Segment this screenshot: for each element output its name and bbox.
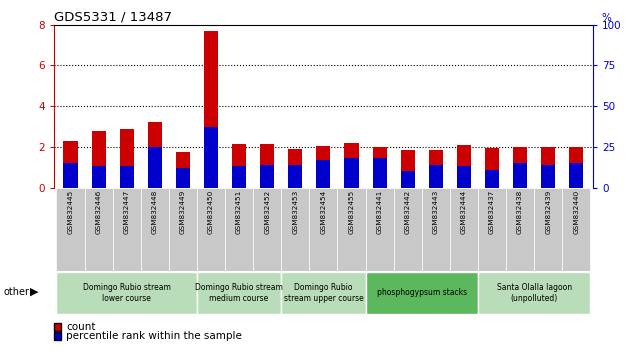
Bar bbox=[422, 188, 450, 271]
Text: Domingo Rubio stream
lower course: Domingo Rubio stream lower course bbox=[83, 283, 170, 303]
Bar bbox=[450, 188, 478, 271]
Text: count: count bbox=[66, 322, 96, 332]
Bar bbox=[513, 163, 527, 188]
Bar bbox=[513, 147, 527, 188]
Bar bbox=[120, 166, 134, 188]
Bar bbox=[85, 188, 113, 271]
Bar bbox=[345, 143, 358, 188]
Bar bbox=[478, 188, 506, 271]
Text: GSM832447: GSM832447 bbox=[124, 190, 130, 234]
Bar bbox=[394, 188, 422, 271]
Bar bbox=[253, 188, 281, 271]
Bar bbox=[232, 144, 246, 188]
Text: %: % bbox=[601, 13, 611, 23]
Bar bbox=[485, 170, 499, 188]
Bar bbox=[428, 165, 443, 188]
Bar bbox=[113, 188, 141, 271]
Bar bbox=[457, 145, 471, 188]
Bar bbox=[345, 158, 358, 188]
Text: GSM832454: GSM832454 bbox=[321, 190, 326, 234]
Bar bbox=[197, 188, 225, 271]
Text: GSM832445: GSM832445 bbox=[68, 190, 73, 234]
Bar bbox=[232, 166, 246, 188]
Bar bbox=[141, 188, 169, 271]
Bar bbox=[91, 166, 105, 188]
Bar bbox=[534, 188, 562, 271]
Text: percentile rank within the sample: percentile rank within the sample bbox=[66, 331, 242, 341]
Bar bbox=[485, 148, 499, 188]
Text: Domingo Rubio
stream upper course: Domingo Rubio stream upper course bbox=[283, 283, 363, 303]
Text: other: other bbox=[3, 287, 29, 297]
Bar bbox=[148, 147, 162, 188]
Bar bbox=[204, 31, 218, 188]
Text: GSM832452: GSM832452 bbox=[264, 190, 270, 234]
Bar bbox=[428, 150, 443, 188]
Bar bbox=[169, 188, 197, 271]
Text: phosphogypsum stacks: phosphogypsum stacks bbox=[377, 289, 467, 297]
Text: GSM832451: GSM832451 bbox=[236, 190, 242, 234]
Text: GSM832444: GSM832444 bbox=[461, 190, 467, 234]
Bar bbox=[316, 146, 331, 188]
Bar bbox=[316, 160, 331, 188]
Bar bbox=[148, 122, 162, 188]
Bar bbox=[401, 150, 415, 188]
Bar bbox=[176, 168, 190, 188]
Bar bbox=[288, 149, 302, 188]
Text: GSM832438: GSM832438 bbox=[517, 190, 523, 234]
Bar bbox=[120, 129, 134, 188]
Text: GSM832446: GSM832446 bbox=[95, 190, 102, 234]
Bar bbox=[64, 141, 78, 188]
Text: Santa Olalla lagoon
(unpolluted): Santa Olalla lagoon (unpolluted) bbox=[497, 283, 572, 303]
Text: GDS5331 / 13487: GDS5331 / 13487 bbox=[54, 11, 172, 24]
Bar bbox=[56, 188, 85, 271]
Bar bbox=[260, 165, 274, 188]
Bar bbox=[569, 147, 583, 188]
Bar bbox=[541, 147, 555, 188]
Bar bbox=[562, 188, 591, 271]
Bar bbox=[281, 188, 309, 271]
Bar bbox=[506, 188, 534, 271]
Bar bbox=[372, 147, 387, 188]
Bar bbox=[260, 144, 274, 188]
Bar bbox=[64, 163, 78, 188]
Text: GSM832441: GSM832441 bbox=[377, 190, 382, 234]
Bar bbox=[288, 165, 302, 188]
Text: Domingo Rubio stream
medium course: Domingo Rubio stream medium course bbox=[195, 283, 283, 303]
Bar bbox=[569, 163, 583, 188]
Text: GSM832448: GSM832448 bbox=[152, 190, 158, 234]
Bar bbox=[457, 166, 471, 188]
Bar bbox=[478, 272, 591, 314]
Text: GSM832442: GSM832442 bbox=[404, 190, 411, 234]
Text: GSM832439: GSM832439 bbox=[545, 190, 551, 234]
Bar bbox=[365, 188, 394, 271]
Bar bbox=[56, 272, 197, 314]
Bar bbox=[197, 272, 281, 314]
Bar bbox=[225, 188, 253, 271]
Text: GSM832449: GSM832449 bbox=[180, 190, 186, 234]
Text: GSM832450: GSM832450 bbox=[208, 190, 214, 234]
Text: GSM832453: GSM832453 bbox=[292, 190, 298, 234]
Bar bbox=[281, 272, 365, 314]
Bar bbox=[91, 131, 105, 188]
Bar bbox=[372, 158, 387, 188]
Bar bbox=[401, 171, 415, 188]
Text: GSM832440: GSM832440 bbox=[574, 190, 579, 234]
Bar bbox=[176, 152, 190, 188]
Bar bbox=[365, 272, 478, 314]
Text: GSM832437: GSM832437 bbox=[489, 190, 495, 234]
Bar bbox=[338, 188, 365, 271]
Text: GSM832455: GSM832455 bbox=[348, 190, 355, 234]
Bar bbox=[541, 165, 555, 188]
Bar bbox=[204, 127, 218, 188]
Bar bbox=[309, 188, 338, 271]
Text: ▶: ▶ bbox=[30, 287, 38, 297]
Text: GSM832443: GSM832443 bbox=[433, 190, 439, 234]
